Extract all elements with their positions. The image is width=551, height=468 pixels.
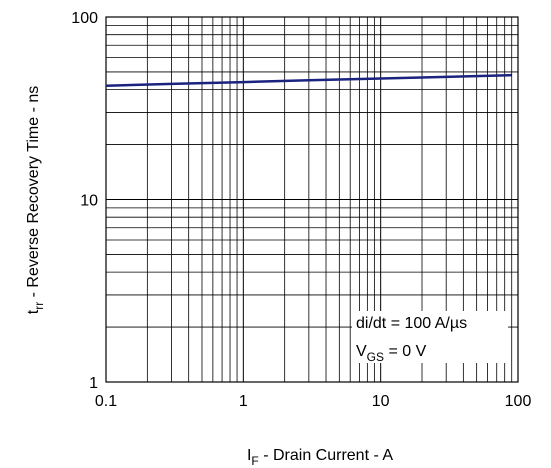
y-axis-label-main: t bbox=[25, 309, 42, 314]
annotation-background bbox=[352, 311, 508, 363]
plot-frame bbox=[105, 16, 519, 383]
x-tick-labels: 0.1 1 10 100 bbox=[95, 393, 532, 410]
x-axis-label-main: I bbox=[247, 447, 251, 464]
y-tick-labels: 1 10 100 bbox=[71, 10, 98, 392]
x-axis-label-rest: - Drain Current - A bbox=[259, 447, 394, 464]
y-tick-label: 10 bbox=[80, 193, 98, 210]
series-layer bbox=[105, 73, 512, 88]
y-axis-label-sub: rr bbox=[32, 302, 46, 310]
x-tick-label: 1 bbox=[239, 393, 248, 410]
series-line bbox=[105, 73, 512, 88]
y-axis-label: trr - Reverse Recovery Time - ns bbox=[25, 86, 46, 315]
x-axis-label: IF - Drain Current - A bbox=[247, 447, 393, 468]
annotation-vgs-main: V bbox=[356, 343, 367, 360]
annotation-vgs-rest: = 0 V bbox=[384, 343, 427, 360]
annotation-vgs: VGS = 0 V bbox=[356, 343, 427, 364]
y-axis-label-rest: - Reverse Recovery Time - ns bbox=[25, 86, 42, 302]
x-tick-label: 0.1 bbox=[95, 393, 117, 410]
x-tick-label: 10 bbox=[372, 393, 390, 410]
annotation-didt: di/dt = 100 A/µs bbox=[356, 315, 467, 332]
y-tick-label: 100 bbox=[71, 10, 98, 27]
x-tick-label: 100 bbox=[505, 393, 532, 410]
x-axis-label-sub: F bbox=[251, 454, 258, 468]
y-tick-label: 1 bbox=[89, 375, 98, 392]
annotation-vgs-sub: GS bbox=[367, 350, 384, 364]
